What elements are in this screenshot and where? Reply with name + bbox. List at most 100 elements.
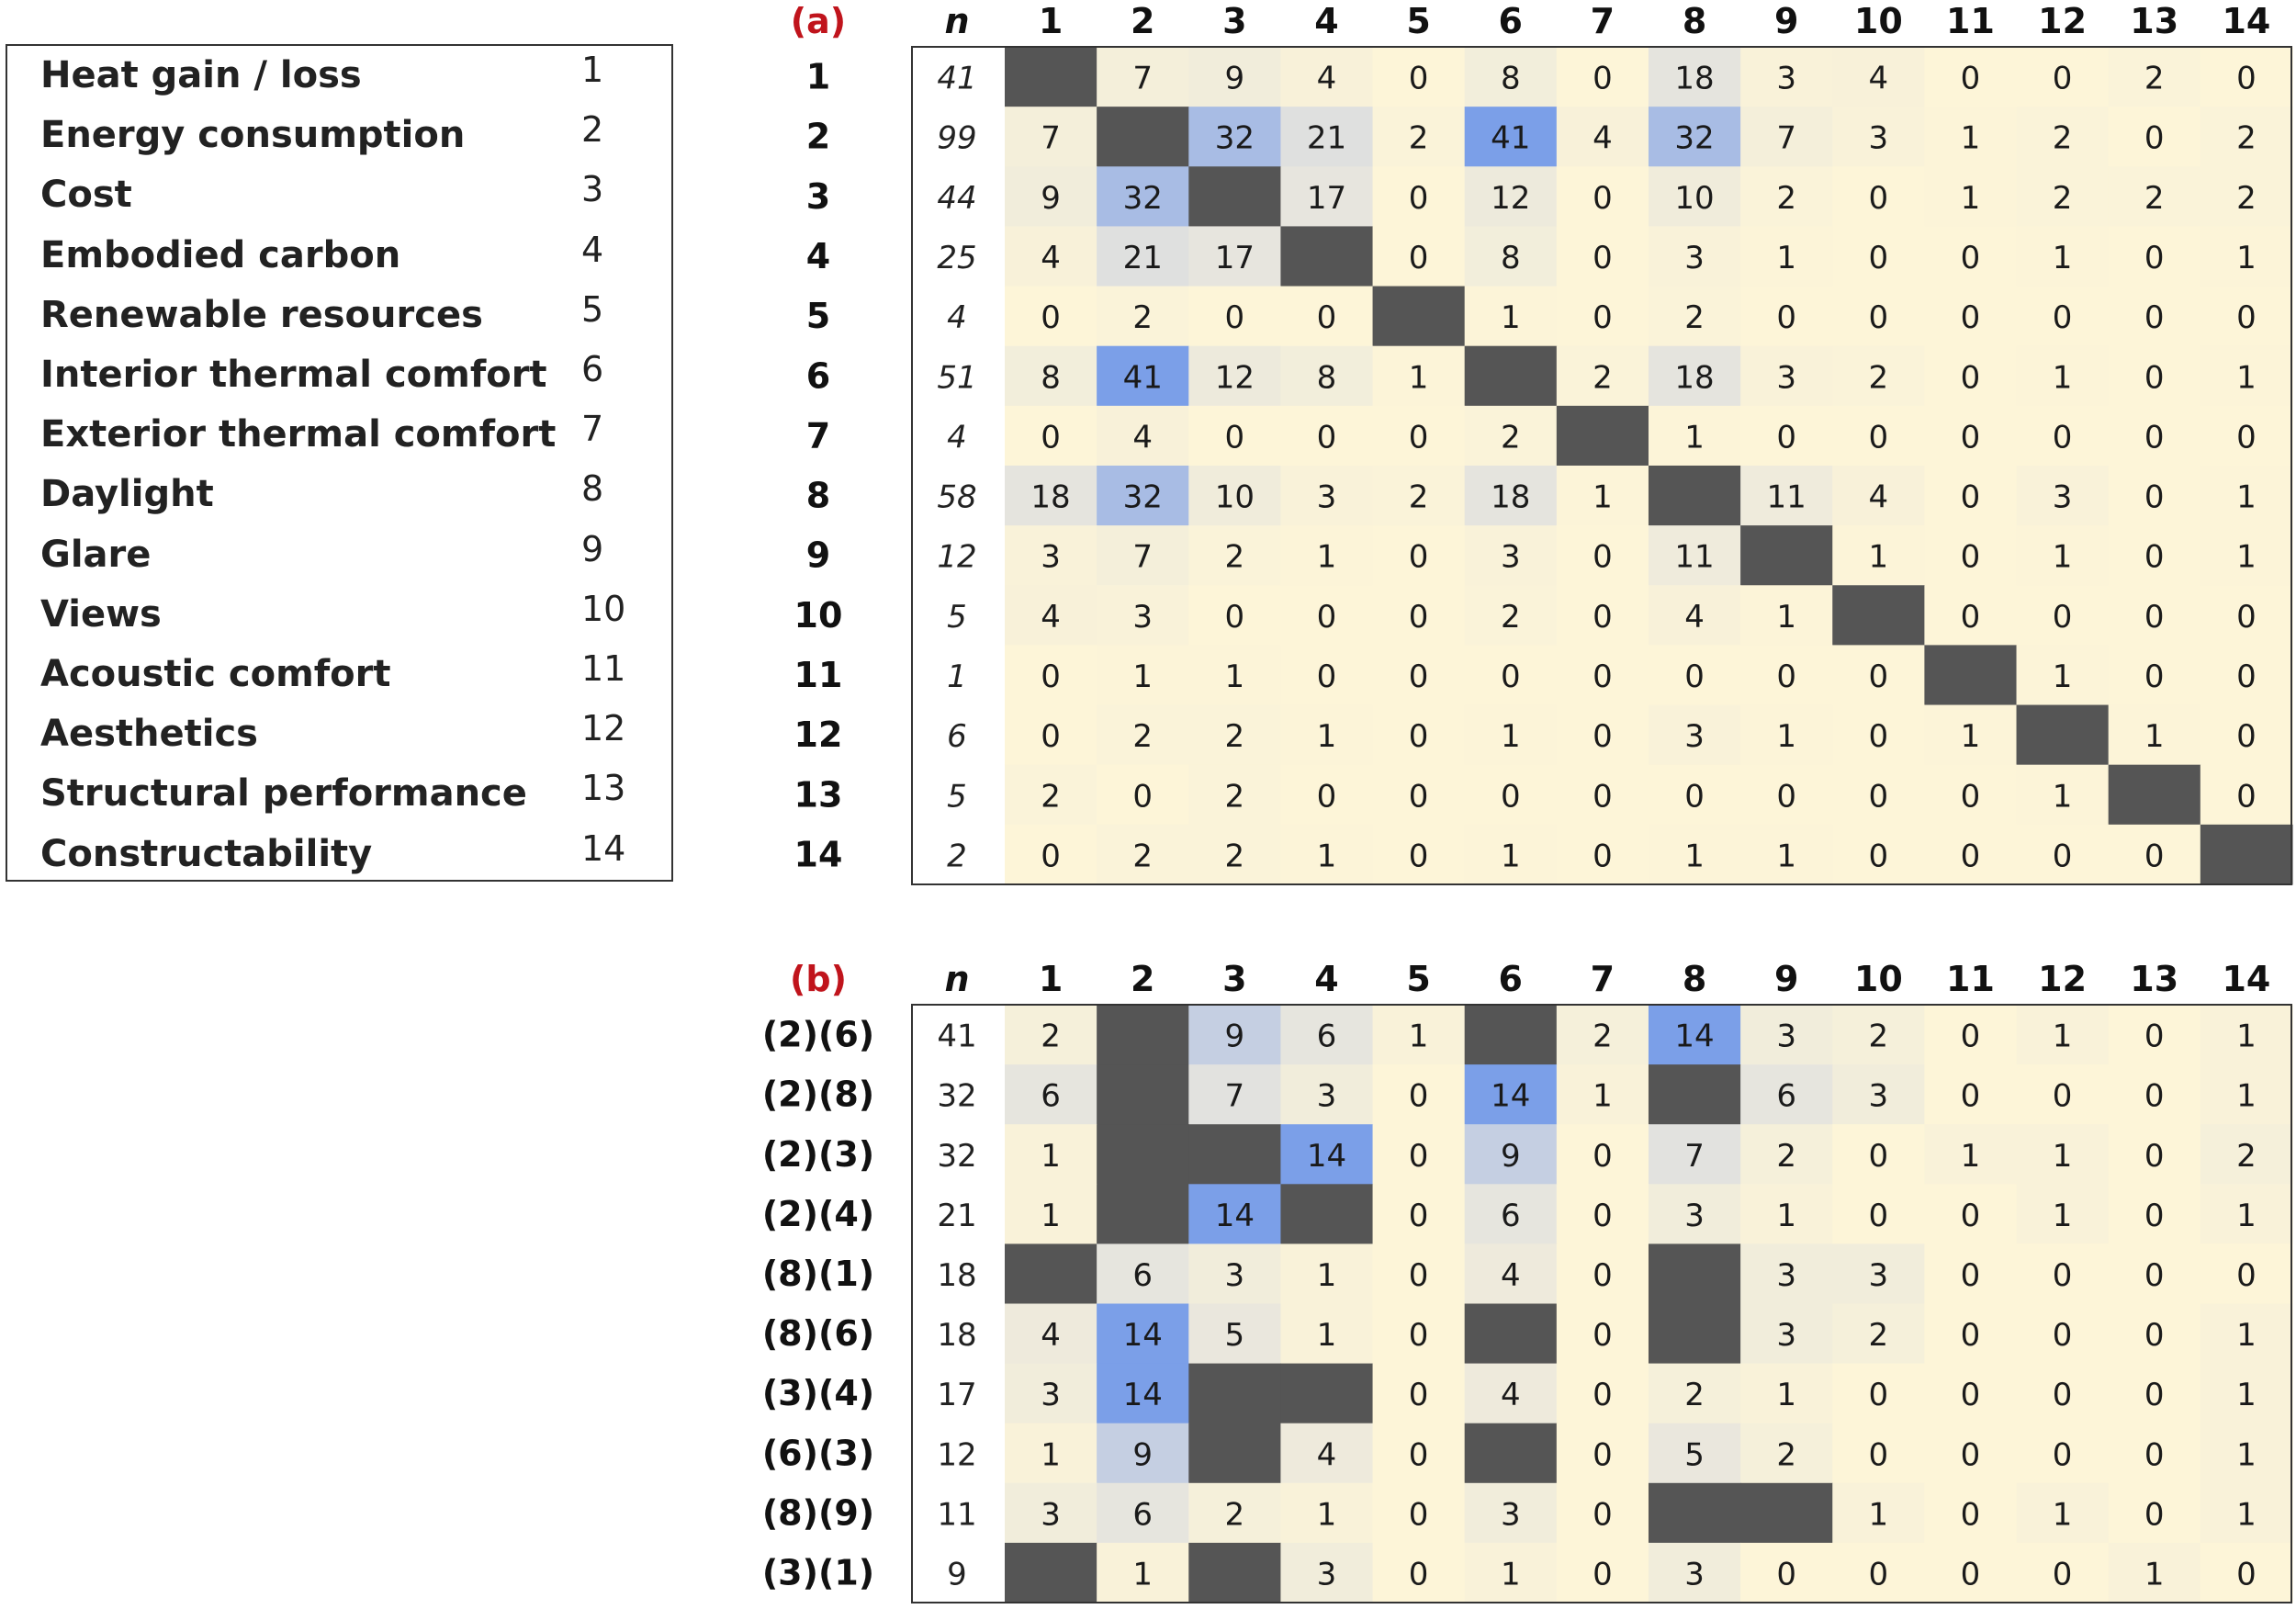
cell-value: 1 bbox=[1041, 1198, 1061, 1234]
heatmap-cell bbox=[1556, 1542, 1649, 1603]
heatmap-cell bbox=[1005, 166, 1097, 228]
cell-blank bbox=[2108, 764, 2201, 826]
cell-value: 0 bbox=[2144, 240, 2165, 276]
heatmap-cell bbox=[1188, 764, 1282, 826]
legend-number: 7 bbox=[581, 409, 604, 450]
cell-value: 0 bbox=[2144, 1138, 2165, 1175]
heatmap-cell bbox=[1740, 1243, 1833, 1305]
cell-value: 0 bbox=[1317, 419, 1337, 456]
heatmap-cell bbox=[1924, 1363, 2018, 1424]
cell-value: 1 bbox=[1041, 1138, 1061, 1175]
heatmap-cell bbox=[1556, 645, 1649, 706]
legend-number: 6 bbox=[581, 349, 604, 389]
cell-value: 0 bbox=[2236, 419, 2257, 456]
heatmap-cell bbox=[1924, 286, 2018, 347]
heatmap-cell bbox=[1556, 1184, 1649, 1244]
heatmap-cell bbox=[2200, 286, 2293, 347]
cell-blank bbox=[1464, 345, 1558, 407]
legend-item: Views 10 bbox=[7, 587, 671, 642]
heatmap-cell bbox=[1924, 1064, 2018, 1125]
heatmap-cell bbox=[2200, 1064, 2293, 1125]
cell-value: 9 bbox=[1132, 1436, 1153, 1473]
heatmap-cell bbox=[1740, 1005, 1833, 1065]
legend-item: Glare 9 bbox=[7, 527, 671, 582]
n-value: 18 bbox=[937, 1257, 976, 1294]
cell-value: 1 bbox=[1869, 539, 1889, 576]
cell-value: 0 bbox=[1593, 1138, 1613, 1175]
legend-item: Renewable resources 5 bbox=[7, 287, 671, 343]
column-header: 10 bbox=[1854, 959, 1903, 999]
heatmap-cell bbox=[2200, 1542, 2293, 1603]
heatmap-cell bbox=[1740, 166, 1833, 228]
legend-label: Embodied carbon bbox=[40, 233, 401, 276]
heatmap-cell bbox=[1188, 286, 1282, 347]
cell-value: 3 bbox=[1776, 61, 1796, 97]
heatmap-cell bbox=[1372, 405, 1466, 467]
cell-value: 6 bbox=[1132, 1257, 1153, 1294]
cell-value: 2 bbox=[1225, 778, 1245, 815]
cell-value: 0 bbox=[1684, 658, 1705, 695]
heatmap-cell bbox=[1280, 764, 1374, 826]
cell-value: 18 bbox=[1491, 479, 1530, 516]
cell-value: 0 bbox=[1225, 419, 1245, 456]
cell-value: 0 bbox=[1409, 240, 1429, 276]
heatmap-cell bbox=[1556, 107, 1649, 167]
heatmap-cell bbox=[2016, 1184, 2110, 1244]
cell-value: 3 bbox=[1041, 1377, 1061, 1413]
cell-value: 0 bbox=[2144, 359, 2165, 396]
cell-value: 0 bbox=[2144, 1018, 2165, 1055]
cell-value: 4 bbox=[1593, 120, 1613, 157]
cell-value: 0 bbox=[2236, 1556, 2257, 1592]
cell-value: 0 bbox=[2144, 299, 2165, 336]
heatmap-cell bbox=[1372, 1064, 1466, 1125]
row-label: 6 bbox=[806, 355, 830, 396]
heatmap-cell bbox=[1740, 107, 1833, 167]
heatmap-cell bbox=[1648, 1184, 1741, 1244]
cell-value: 2 bbox=[1225, 1496, 1245, 1533]
heatmap-cell bbox=[1188, 704, 1282, 766]
cell-value: 2 bbox=[1776, 180, 1796, 217]
heatmap-cell bbox=[1740, 585, 1833, 646]
column-header: 6 bbox=[1499, 1, 1523, 41]
cell-blank bbox=[1005, 47, 1097, 107]
cell-blank bbox=[1648, 1482, 1741, 1544]
heatmap-cell bbox=[1464, 764, 1558, 826]
heatmap-cell bbox=[1005, 465, 1097, 526]
heatmap-cell bbox=[1740, 345, 1833, 407]
cell-blank bbox=[1280, 1363, 1374, 1424]
heatmap-cell bbox=[1924, 47, 2018, 107]
row-label: 11 bbox=[794, 655, 843, 695]
heatmap-cell bbox=[1188, 525, 1282, 586]
row-label: (2)(8) bbox=[762, 1075, 874, 1115]
heatmap-cell bbox=[1188, 1184, 1282, 1244]
heatmap-cell bbox=[1372, 824, 1466, 885]
heatmap-cell bbox=[2108, 1184, 2201, 1244]
legend-label: Views bbox=[40, 592, 162, 636]
cell-value: 1 bbox=[1776, 718, 1796, 755]
row-label: (2)(4) bbox=[762, 1194, 874, 1234]
heatmap-cell bbox=[2108, 1482, 2201, 1544]
row-label: 5 bbox=[806, 296, 830, 336]
n-value: 9 bbox=[947, 1556, 967, 1592]
heatmap-cell bbox=[2200, 1184, 2293, 1244]
cell-value: 0 bbox=[1593, 240, 1613, 276]
cell-value: 3 bbox=[1869, 1257, 1889, 1294]
heatmap-cell bbox=[1097, 704, 1189, 766]
cell-value: 0 bbox=[1961, 838, 1981, 874]
cell-value: 1 bbox=[2053, 1198, 2073, 1234]
heatmap-cell bbox=[1740, 1184, 1833, 1244]
cell-value: 14 bbox=[1674, 1018, 1714, 1055]
cell-value: 14 bbox=[1123, 1317, 1163, 1354]
column-header: 13 bbox=[2130, 959, 2178, 999]
cell-value: 0 bbox=[2053, 1257, 2073, 1294]
cell-value: 0 bbox=[1593, 1257, 1613, 1294]
cell-value: 0 bbox=[1409, 658, 1429, 695]
legend-number: 13 bbox=[581, 768, 626, 809]
legend-item: Aesthetics 12 bbox=[7, 706, 671, 761]
cell-value: 0 bbox=[2053, 1436, 2073, 1473]
cell-value: 4 bbox=[1132, 419, 1153, 456]
cell-value: 0 bbox=[1409, 539, 1429, 576]
legend-label: Interior thermal comfort bbox=[40, 354, 547, 396]
cell-value: 2 bbox=[1501, 419, 1521, 456]
heatmap-cell bbox=[1464, 1542, 1558, 1603]
